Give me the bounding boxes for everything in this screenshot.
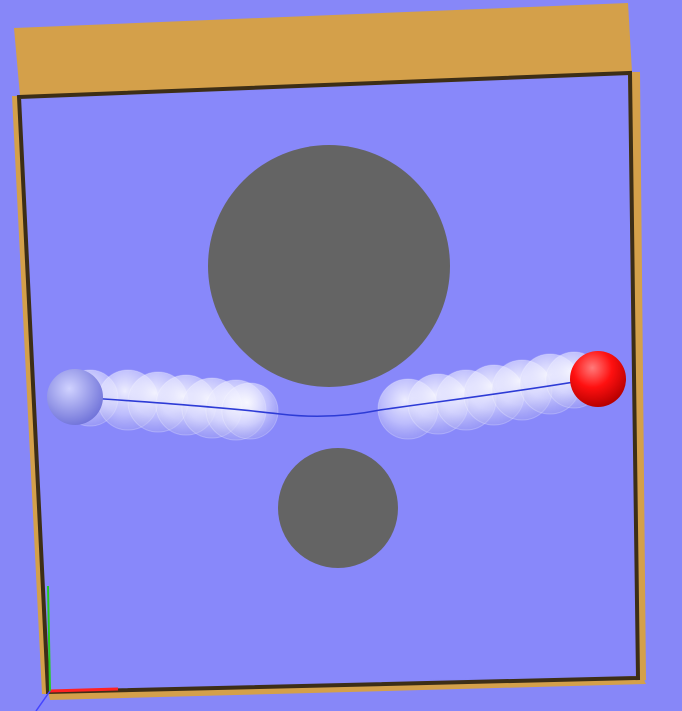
axis-indicator [35,585,119,711]
axis-x-line [49,687,119,693]
axis-z-line [35,690,51,711]
obstacle-large-sphere [208,145,450,387]
obstacle-small-sphere [278,448,398,568]
box-edge-outline [16,70,641,695]
planned-path-line [74,377,599,418]
box-top-face [14,3,632,96]
goal-position-marker[interactable] [570,351,626,407]
start-position-marker[interactable] [47,369,103,425]
axis-y-line [47,585,51,692]
